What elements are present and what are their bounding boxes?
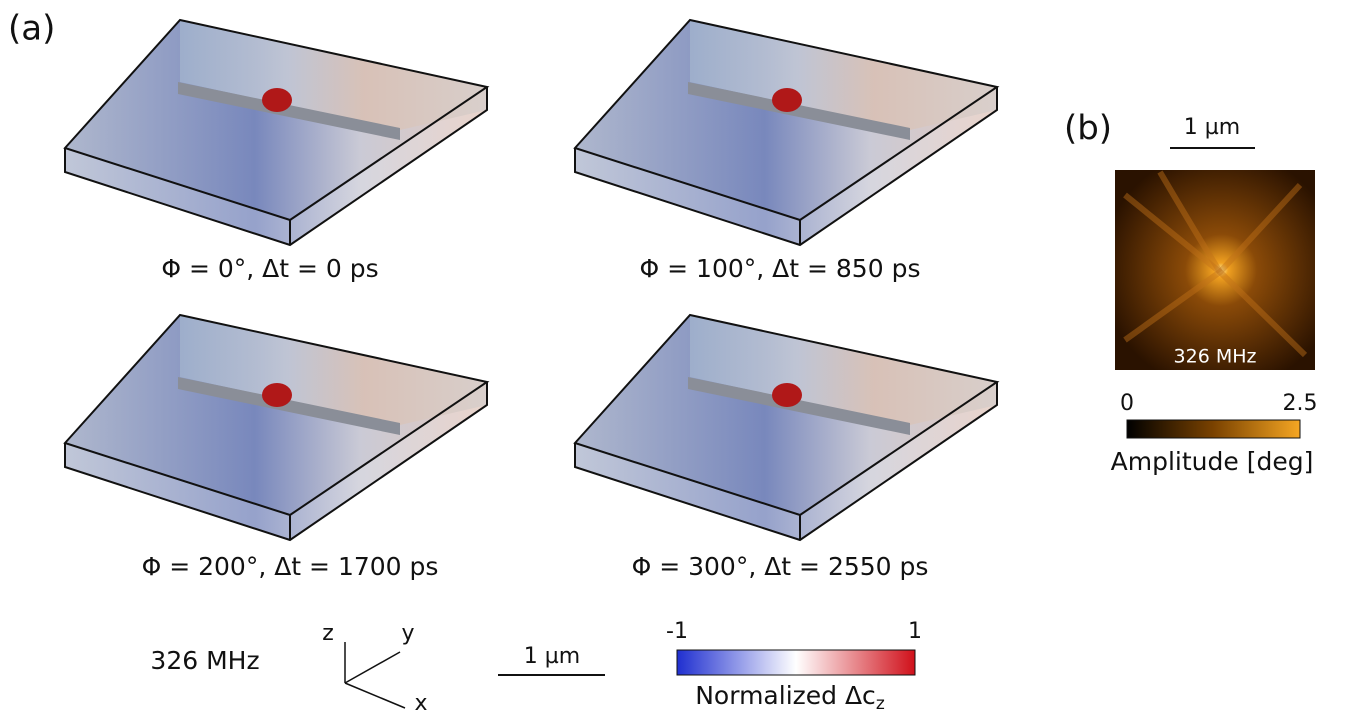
caption: Φ = 300°, Δt = 2550 ps — [632, 552, 929, 581]
amplitude-map — [1115, 170, 1315, 370]
blob — [262, 88, 292, 112]
snapshot-boxes — [63, 18, 1000, 542]
colorbar — [1126, 419, 1301, 439]
bar — [178, 377, 400, 435]
colorbar — [676, 649, 916, 676]
colorbar-label: Amplitude [deg] — [1111, 447, 1314, 476]
amplitude-streaks — [1123, 170, 1308, 358]
slab-upper — [690, 315, 997, 425]
bar — [688, 82, 910, 140]
caption: Φ = 100°, Δt = 850 ps — [640, 254, 921, 283]
blob — [262, 383, 292, 407]
colorbar-label: Normalized Δcz — [695, 681, 885, 714]
blob — [772, 383, 802, 407]
axes-triad — [344, 642, 406, 709]
colorbar-max: 1 — [908, 619, 922, 644]
label-main: Normalized Δc — [695, 681, 876, 710]
slab-upper — [180, 20, 487, 130]
frequency: 326 MHz — [150, 646, 259, 675]
colorbar-max: 2.5 — [1283, 391, 1318, 416]
slab-upper — [180, 315, 487, 425]
scale-label: 1 µm — [1184, 115, 1240, 140]
blob — [772, 88, 802, 112]
colorbar-min: -1 — [666, 619, 688, 644]
panel-label: (b) — [1064, 109, 1112, 149]
slab-upper — [690, 20, 997, 130]
bar — [688, 377, 910, 435]
label-subscript: z — [876, 694, 885, 714]
colorbar-min: 0 — [1120, 391, 1134, 416]
axis-x: x — [414, 691, 427, 715]
axis-z: z — [322, 621, 334, 646]
inset-frequency: 326 MHz — [1174, 346, 1257, 368]
bar — [178, 82, 400, 140]
caption: Φ = 0°, Δt = 0 ps — [161, 254, 378, 283]
panel-label: (a) — [8, 9, 55, 49]
scale-label: 1 µm — [524, 644, 580, 669]
caption: Φ = 200°, Δt = 1700 ps — [142, 552, 439, 581]
axis-y: y — [401, 621, 414, 646]
